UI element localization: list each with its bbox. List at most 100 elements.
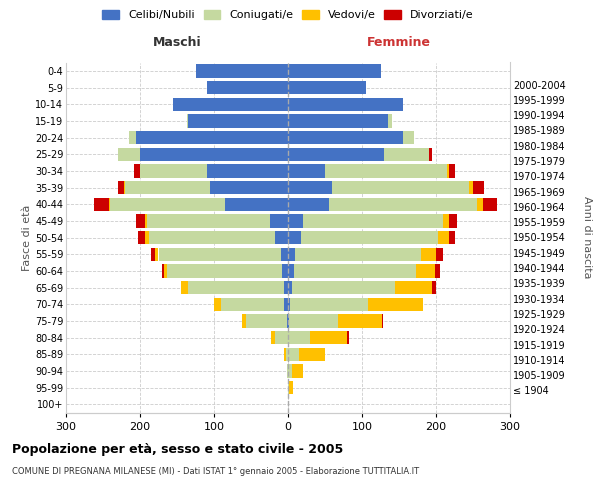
Bar [282,264,288,278]
Bar [403,131,414,144]
Text: Popolazione per età, sesso e stato civile - 2005: Popolazione per età, sesso e stato civil… [12,442,343,456]
Bar [292,281,395,294]
Bar [329,198,477,211]
Bar [299,348,325,361]
Bar [288,181,332,194]
Bar [158,248,281,261]
Bar [246,314,287,328]
Bar [395,281,432,294]
Bar [149,231,275,244]
Bar [275,331,288,344]
Bar [181,281,188,294]
Bar [167,264,282,278]
Bar [221,298,284,311]
Bar [384,148,428,161]
Bar [295,248,421,261]
Bar [290,298,368,311]
Bar [110,198,225,211]
Bar [288,298,290,311]
Bar [287,364,288,378]
Bar [473,181,484,194]
Bar [94,198,109,211]
Bar [288,164,325,177]
Bar [428,148,432,161]
Bar [129,131,136,144]
Bar [388,114,392,128]
Bar [288,314,289,328]
Bar [303,214,443,228]
Bar [206,81,288,94]
Bar [286,348,288,361]
Bar [288,348,299,361]
Legend: Celibi/Nubili, Coniugati/e, Vedovi/e, Divorziati/e: Celibi/Nubili, Coniugati/e, Vedovi/e, Di… [98,5,478,24]
Bar [434,264,440,278]
Bar [109,198,110,211]
Bar [118,148,140,161]
Bar [449,214,457,228]
Bar [288,248,295,261]
Bar [145,214,148,228]
Bar [188,281,284,294]
Text: Maschi: Maschi [152,36,202,49]
Bar [382,314,383,328]
Bar [432,281,436,294]
Bar [210,181,288,194]
Bar [188,114,288,128]
Bar [449,231,455,244]
Bar [187,114,188,128]
Bar [288,198,329,211]
Bar [281,248,288,261]
Bar [288,264,294,278]
Bar [148,214,269,228]
Bar [289,381,293,394]
Bar [477,198,482,211]
Y-axis label: Anni di nascita: Anni di nascita [583,196,592,278]
Bar [288,131,403,144]
Bar [288,281,292,294]
Bar [288,64,380,78]
Bar [294,264,416,278]
Bar [310,331,347,344]
Bar [436,248,443,261]
Bar [288,231,301,244]
Bar [469,181,473,194]
Bar [284,348,286,361]
Bar [206,164,288,177]
Bar [271,331,275,344]
Bar [118,181,124,194]
Bar [288,364,292,378]
Bar [301,231,438,244]
Bar [275,231,288,244]
Text: COMUNE DI PREGNANA MILANESE (MI) - Dati ISTAT 1° gennaio 2005 - Elaborazione TUT: COMUNE DI PREGNANA MILANESE (MI) - Dati … [12,468,419,476]
Bar [288,214,303,228]
Bar [482,198,497,211]
Bar [162,264,164,278]
Bar [196,64,288,78]
Bar [292,364,303,378]
Y-axis label: Fasce di età: Fasce di età [22,204,32,270]
Bar [368,298,424,311]
Bar [140,164,206,177]
Bar [332,181,469,194]
Bar [288,98,403,111]
Bar [288,148,384,161]
Bar [136,131,288,144]
Bar [145,231,149,244]
Bar [225,198,288,211]
Bar [347,331,349,344]
Bar [164,264,167,278]
Bar [416,264,434,278]
Bar [136,214,145,228]
Bar [288,114,388,128]
Bar [140,148,288,161]
Bar [124,181,125,194]
Bar [447,164,449,177]
Bar [134,164,140,177]
Bar [138,231,145,244]
Bar [287,314,288,328]
Bar [284,298,288,311]
Bar [288,381,289,394]
Bar [155,248,158,261]
Bar [242,314,246,328]
Bar [288,331,310,344]
